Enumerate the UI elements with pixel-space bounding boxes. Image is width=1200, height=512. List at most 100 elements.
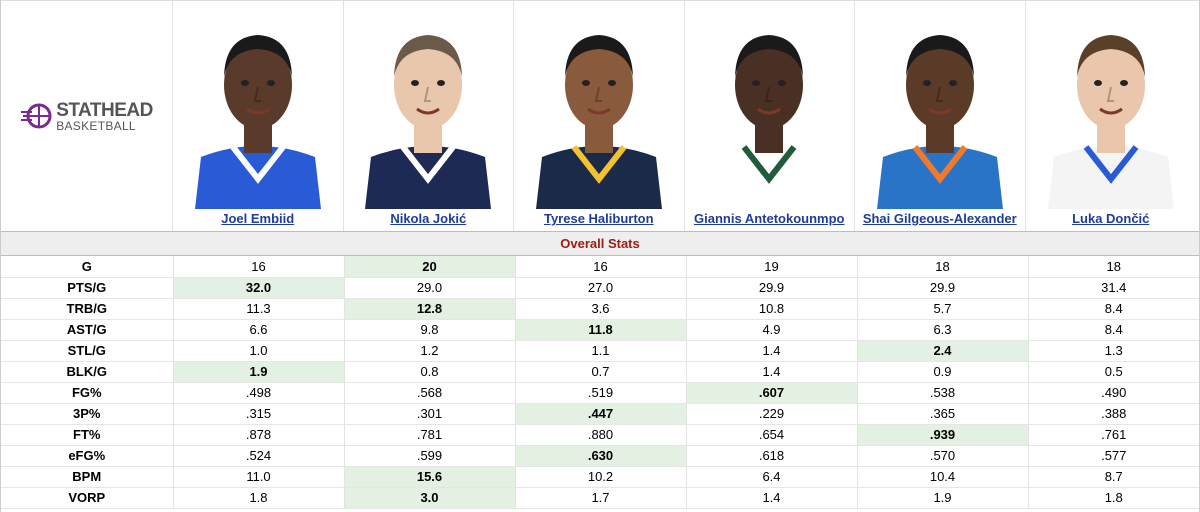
stat-value: 20 [344, 256, 516, 278]
stat-value: 11.3 [173, 298, 345, 320]
stat-value: .630 [515, 445, 687, 467]
section-header: Overall Stats [1, 231, 1199, 256]
stat-value: 3.0 [344, 487, 516, 509]
stat-value: 1.8 [1028, 487, 1199, 509]
stat-value: .229 [686, 403, 858, 425]
stat-value: .315 [173, 403, 345, 425]
player-photo [531, 7, 666, 209]
stat-value: 11.0 [173, 466, 345, 488]
stat-value: .880 [515, 424, 687, 446]
stat-value: 29.9 [857, 277, 1029, 299]
player-link-giannis-antetokounmpo[interactable]: Giannis Antetokounmpo [694, 211, 845, 226]
player-link-tyrese-haliburton[interactable]: Tyrese Haliburton [543, 211, 654, 226]
stat-label: AST/G [1, 319, 174, 341]
player-link-nikola-jokic[interactable]: Nikola Jokić [390, 211, 467, 226]
basketball-logo-icon [21, 103, 52, 129]
player-link-luka-doncic[interactable]: Luka Dončić [1072, 211, 1150, 226]
player-column-1: Joel Embiid [173, 1, 344, 231]
stat-label: BLK/G [1, 361, 174, 383]
player-photo [872, 7, 1007, 209]
logo-cell: STATHEAD BASKETBALL [1, 1, 173, 231]
player-column-2: Nikola Jokić [344, 1, 514, 231]
stat-value: 29.9 [686, 277, 858, 299]
stat-value: .519 [515, 382, 687, 404]
stat-value: .577 [1028, 445, 1199, 467]
player-link-shai-gilgeous-alexander[interactable]: Shai Gilgeous-Alexander [862, 211, 1017, 226]
stat-row: PTS/G 32.0 29.0 27.0 29.9 29.9 31.4 [1, 277, 1199, 299]
stat-value: 0.8 [344, 361, 516, 383]
stat-row: STL/G 1.0 1.2 1.1 1.4 2.4 1.3 [1, 340, 1199, 362]
stat-value: 18 [857, 256, 1029, 278]
stat-label: STL/G [1, 340, 174, 362]
player-header-row: STATHEAD BASKETBALL Joel Embiid Nikola J… [1, 0, 1199, 231]
stat-value: 10.8 [686, 298, 858, 320]
player-column-4: Giannis Antetokounmpo [685, 1, 855, 231]
stat-value: .538 [857, 382, 1029, 404]
stat-value: 32.0 [173, 277, 345, 299]
stat-value: 1.3 [1028, 340, 1199, 362]
stat-row: BLK/G 1.9 0.8 0.7 1.4 0.9 0.5 [1, 361, 1199, 383]
stat-value: 6.3 [857, 319, 1029, 341]
stat-value: 8.4 [1028, 319, 1199, 341]
player-column-5: Shai Gilgeous-Alexander [855, 1, 1026, 231]
stat-row: FG% .498.568.519.607.538.490 [1, 382, 1199, 404]
stat-row: AST/G 6.6 9.8 11.8 4.9 6.3 8.4 [1, 319, 1199, 341]
stat-value: .490 [1028, 382, 1199, 404]
stat-value: 18 [1028, 256, 1199, 278]
stat-value: 15.6 [344, 466, 516, 488]
stat-label: VORP [1, 487, 174, 509]
stat-value: 1.0 [173, 340, 345, 362]
stat-value: 27.0 [515, 277, 687, 299]
player-link-joel-embiid[interactable]: Joel Embiid [221, 211, 295, 226]
stat-value: 6.4 [686, 466, 858, 488]
stat-row: BPM 11.0 15.6 10.2 6.4 10.4 8.7 [1, 466, 1199, 488]
stat-value: .607 [686, 382, 858, 404]
stat-value: .570 [857, 445, 1029, 467]
stat-row: TRB/G 11.3 12.8 3.6 10.8 5.7 8.4 [1, 298, 1199, 320]
stat-value: .568 [344, 382, 516, 404]
stat-value: 16 [173, 256, 345, 278]
stat-row: VORP 1.8 3.0 1.7 1.4 1.9 1.8 [1, 487, 1199, 509]
stat-label: FT% [1, 424, 174, 446]
stat-label: BPM [1, 466, 174, 488]
stat-value: 3.6 [515, 298, 687, 320]
player-column-6: Luka Dončić [1026, 1, 1197, 231]
stat-value: 1.4 [686, 340, 858, 362]
stat-value: 1.2 [344, 340, 516, 362]
stat-value: .654 [686, 424, 858, 446]
stat-value: .301 [344, 403, 516, 425]
stat-value: 8.4 [1028, 298, 1199, 320]
stat-value: 29.0 [344, 277, 516, 299]
stat-value: 5.7 [857, 298, 1029, 320]
stat-value: .781 [344, 424, 516, 446]
stat-value: 1.9 [857, 487, 1029, 509]
stat-value: .939 [857, 424, 1029, 446]
stat-value: 1.4 [686, 361, 858, 383]
stat-value: 1.8 [173, 487, 345, 509]
stat-label: PTS/G [1, 277, 174, 299]
stat-value: 4.9 [686, 319, 858, 341]
stat-row: eFG% .524.599.630.618.570.577 [1, 445, 1199, 467]
player-photo [361, 7, 496, 209]
stat-value: 6.6 [173, 319, 345, 341]
stat-value: 9.8 [344, 319, 516, 341]
player-column-3: Tyrese Haliburton [514, 1, 685, 231]
stat-value: 16 [515, 256, 687, 278]
stat-value: 8.7 [1028, 466, 1199, 488]
stat-row: G 16 20 16 19 18 18 [1, 256, 1199, 278]
stathead-logo[interactable]: STATHEAD BASKETBALL [20, 101, 153, 132]
logo-wordmark: STATHEAD [56, 99, 153, 121]
stat-value: 1.9 [173, 361, 345, 383]
stat-label: TRB/G [1, 298, 174, 320]
stat-label: FG% [1, 382, 174, 404]
stat-value: .878 [173, 424, 345, 446]
stat-value: 1.1 [515, 340, 687, 362]
stat-value: .618 [686, 445, 858, 467]
stat-value: .524 [173, 445, 345, 467]
stat-value: .599 [344, 445, 516, 467]
stat-label: G [1, 256, 174, 278]
stat-value: 12.8 [344, 298, 516, 320]
stat-value: .498 [173, 382, 345, 404]
player-photo [1043, 7, 1178, 209]
stat-value: .365 [857, 403, 1029, 425]
